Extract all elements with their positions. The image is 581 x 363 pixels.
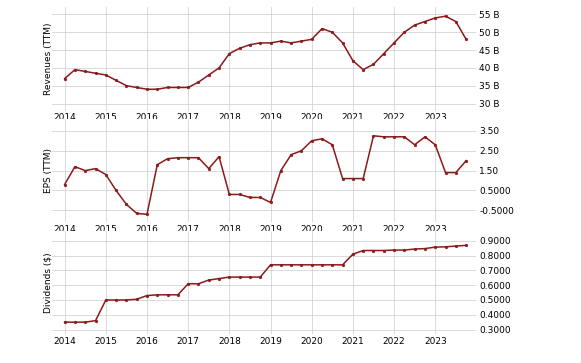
Y-axis label: EPS (TTM): EPS (TTM)	[44, 148, 53, 193]
Y-axis label: Revenues (TTM): Revenues (TTM)	[44, 23, 53, 95]
Y-axis label: Dividends ($): Dividends ($)	[44, 252, 53, 313]
